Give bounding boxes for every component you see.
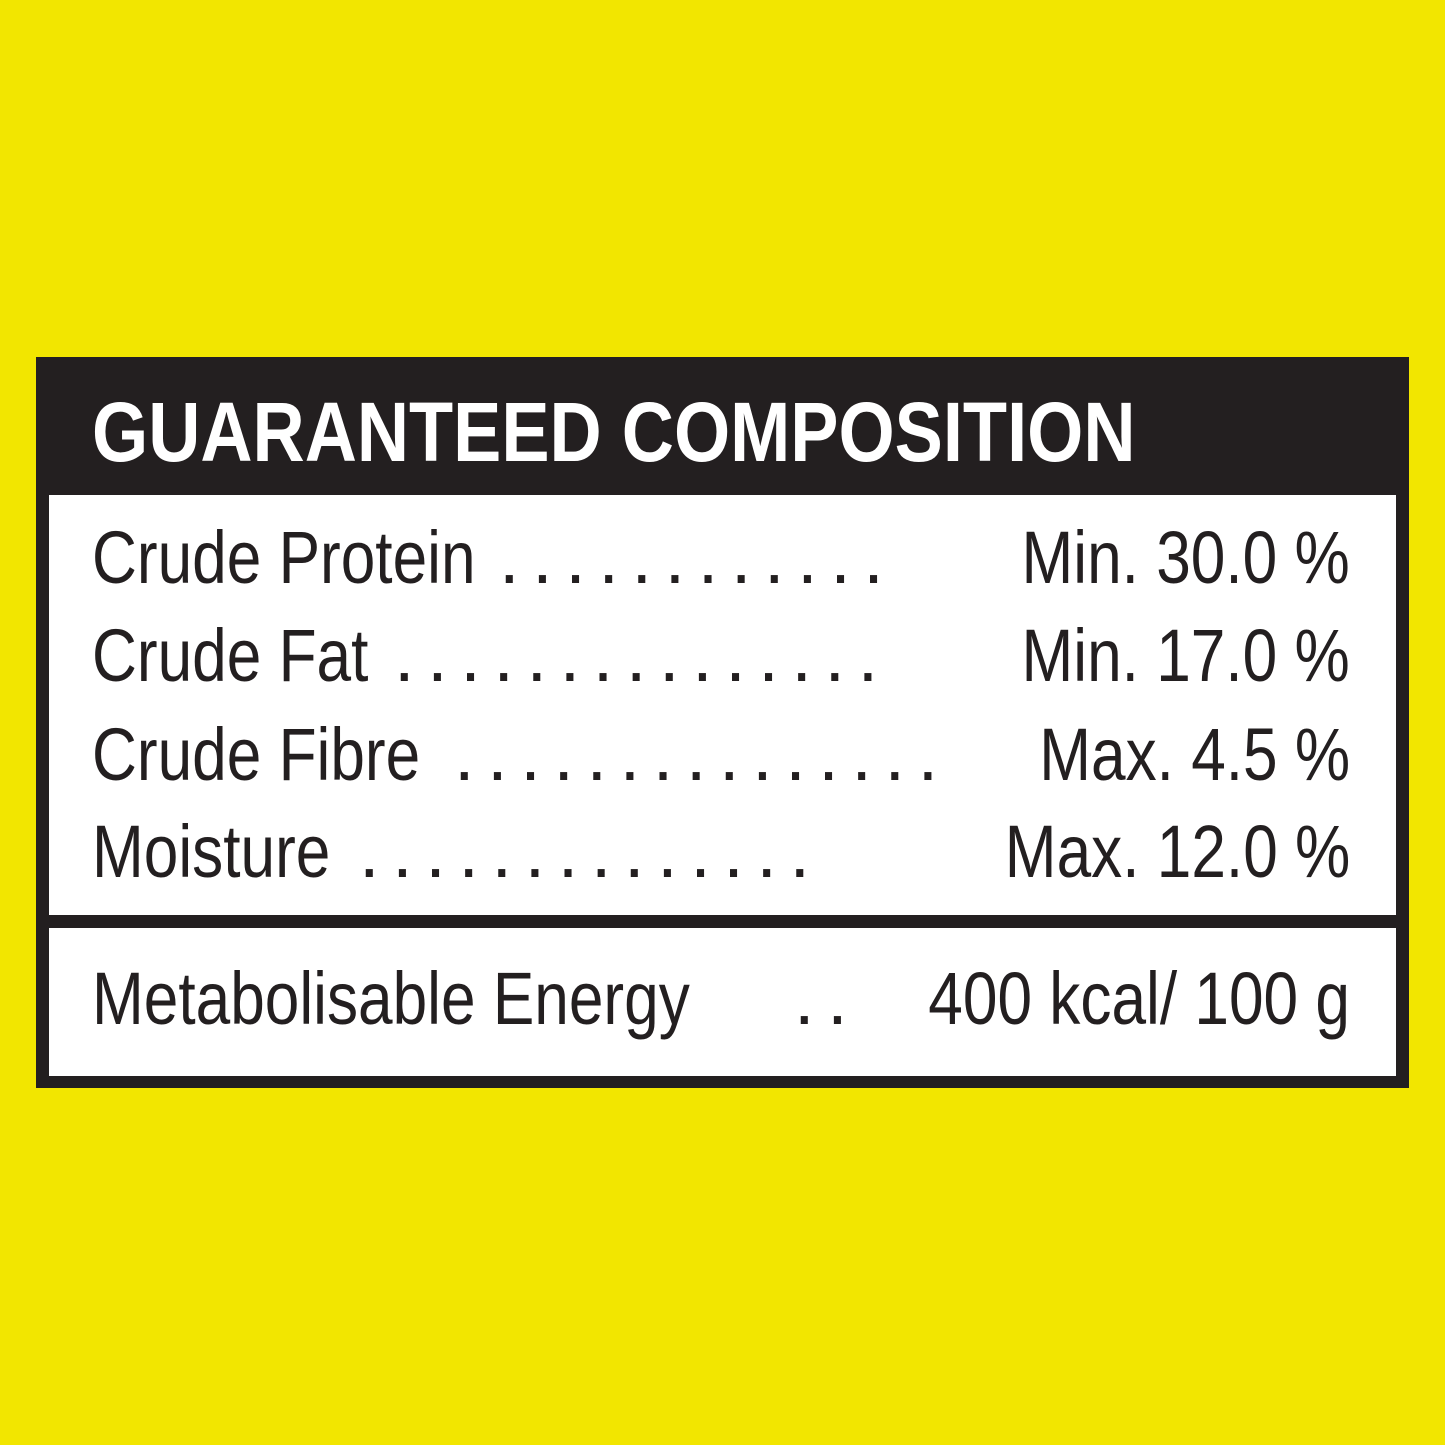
nutrient-row: Crude Protein . . . . . . . . . . . . Mi…	[49, 513, 1396, 603]
leader-dots: . . . . . . . . . . . . . .	[359, 810, 810, 893]
leader-dots: . . . . . . . . . . . . . . .	[454, 713, 938, 796]
energy-row: Metabolisable Energy . . 400 kcal/ 100 g	[49, 954, 1396, 1044]
nutrient-label: Crude Fat	[92, 614, 369, 697]
nutrient-value: Min. 30.0 %	[1021, 516, 1350, 599]
nutrient-row: Crude Fibre . . . . . . . . . . . . . . …	[49, 710, 1396, 800]
energy-label: Metabolisable Energy	[92, 957, 690, 1040]
leader-dots: . .	[794, 957, 848, 1040]
nutrient-panel: Crude Protein . . . . . . . . . . . . Mi…	[49, 495, 1396, 915]
energy-panel: Metabolisable Energy . . 400 kcal/ 100 g	[49, 928, 1396, 1076]
table-title: GUARANTEED COMPOSITION	[92, 385, 1136, 479]
nutrient-row: Moisture . . . . . . . . . . . . . . Max…	[49, 807, 1396, 897]
nutrient-value: Max. 4.5 %	[1039, 713, 1350, 796]
nutrient-value: Min. 17.0 %	[1021, 614, 1350, 697]
nutrient-label: Moisture	[92, 810, 331, 893]
nutrient-value: Max. 12.0 %	[1004, 810, 1350, 893]
nutrient-row: Crude Fat . . . . . . . . . . . . . . . …	[49, 611, 1396, 701]
energy-value: 400 kcal/ 100 g	[928, 957, 1350, 1040]
leader-dots: . . . . . . . . . . . .	[499, 516, 884, 599]
nutrient-label: Crude Fibre	[92, 713, 421, 796]
nutrient-label: Crude Protein	[92, 516, 476, 599]
leader-dots: . . . . . . . . . . . . . . .	[394, 614, 878, 697]
